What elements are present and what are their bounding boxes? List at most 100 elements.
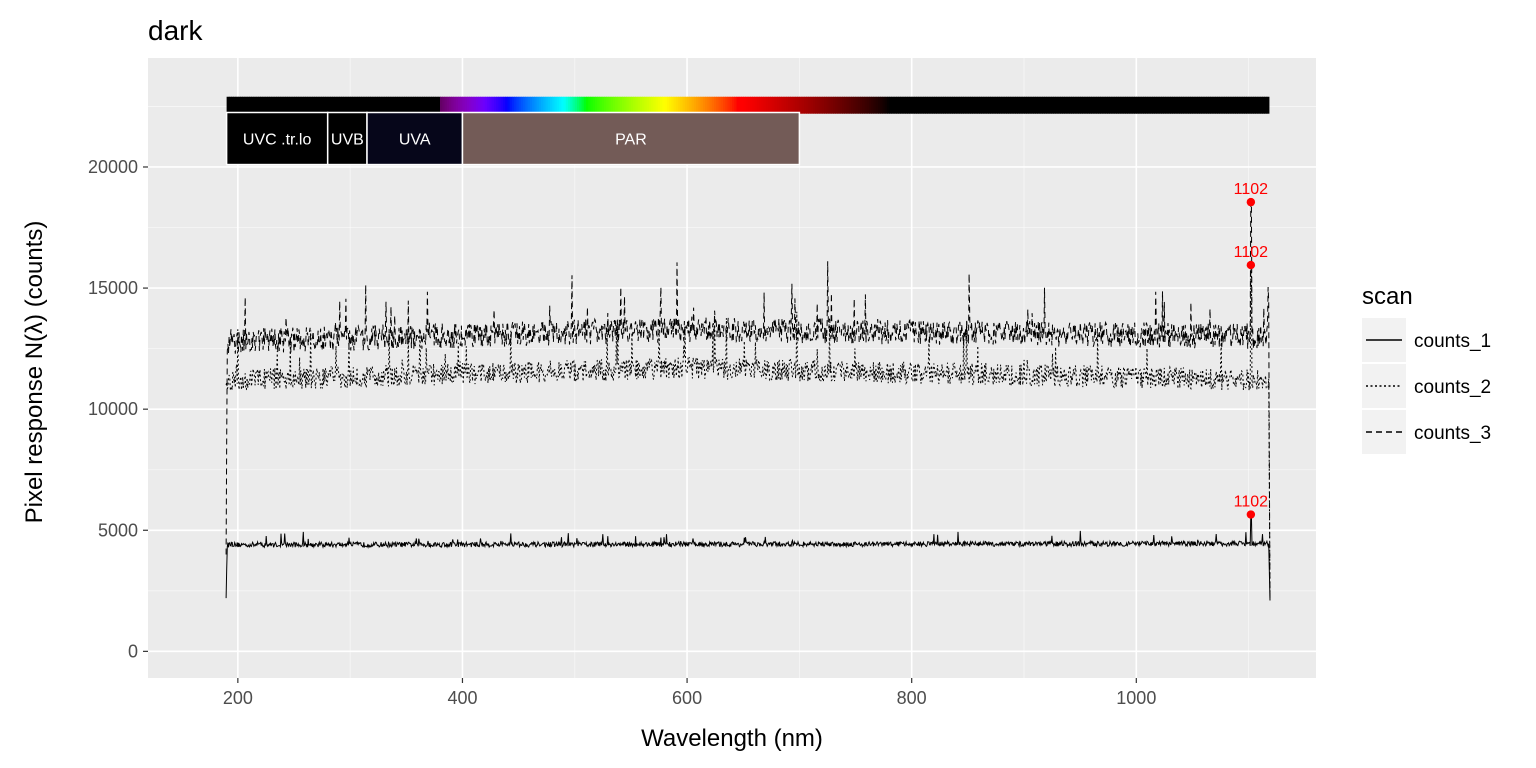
color-bar-segment: [961, 96, 964, 114]
color-bar-segment: [639, 96, 643, 114]
color-bar-segment: [911, 96, 915, 114]
color-bar-segment: [1044, 96, 1048, 114]
color-bar-segment: [1073, 96, 1077, 114]
color-bar-segment: [475, 96, 479, 114]
color-bar-segment: [1071, 96, 1075, 114]
color-bar-segment: [965, 96, 969, 114]
color-bar-segment: [484, 96, 488, 114]
color-bar-segment: [842, 96, 845, 114]
color-bar-segment: [1165, 96, 1169, 114]
color-bar-segment: [1259, 96, 1263, 114]
color-bar-segment: [327, 96, 331, 114]
color-bar-segment: [451, 96, 455, 114]
color-bar-segment: [979, 96, 982, 114]
x-tick-label: 800: [897, 688, 927, 708]
color-bar-segment: [635, 96, 639, 114]
color-bar-segment: [882, 96, 886, 114]
color-bar-segment: [1107, 96, 1110, 114]
color-bar-segment: [1082, 96, 1086, 114]
color-bar-segment: [774, 96, 778, 114]
color-bar-segment: [693, 96, 697, 114]
color-bar-segment: [725, 96, 729, 114]
color-bar-segment: [264, 96, 268, 114]
color-bar-segment: [657, 96, 661, 114]
color-bar-segment: [1093, 96, 1097, 114]
color-bar-segment: [682, 96, 686, 114]
color-bar-segment: [316, 96, 320, 114]
color-bar-segment: [956, 96, 960, 114]
color-bar-segment: [455, 96, 459, 114]
color-bar-segment: [732, 96, 735, 114]
color-bar-segment: [586, 96, 589, 114]
chart-title: dark: [148, 15, 203, 46]
color-bar-segment: [491, 96, 495, 114]
color-bar-segment: [419, 96, 423, 114]
color-bar-segment: [828, 96, 832, 114]
x-tick-label: 600: [672, 688, 702, 708]
color-bar-segment: [869, 96, 872, 114]
color-bar-segment: [435, 96, 439, 114]
x-tick-label: 400: [447, 688, 477, 708]
color-bar-segment: [983, 96, 987, 114]
color-bar-segment: [806, 96, 809, 114]
color-bar-segment: [913, 96, 917, 114]
color-bar-segment: [464, 96, 468, 114]
color-bar-segment: [1006, 96, 1009, 114]
color-bar-segment: [723, 96, 726, 114]
color-bar-segment: [949, 96, 953, 114]
color-bar-segment: [1116, 96, 1119, 114]
color-bar-segment: [617, 96, 621, 114]
color-bar-segment: [797, 96, 800, 114]
color-bar-segment: [496, 96, 499, 114]
color-bar-segment: [1203, 96, 1207, 114]
color-bar-segment: [1190, 96, 1194, 114]
color-bar-segment: [1143, 96, 1146, 114]
color-bar-segment: [289, 96, 293, 114]
color-bar-segment: [700, 96, 704, 114]
color-bar-segment: [628, 96, 632, 114]
color-bar-segment: [1026, 96, 1030, 114]
color-bar-segment: [1228, 96, 1232, 114]
color-bar-segment: [815, 96, 818, 114]
color-bar-segment: [399, 96, 403, 114]
color-bar-segment: [1035, 96, 1039, 114]
color-bar-segment: [666, 96, 670, 114]
color-bar-segment: [1077, 96, 1081, 114]
color-bar-segment: [1257, 96, 1261, 114]
color-bar-segment: [590, 96, 594, 114]
color-bar-segment: [788, 96, 791, 114]
color-bar-segment: [1163, 96, 1167, 114]
color-bar-segment: [1066, 96, 1070, 114]
color-bar-segment: [338, 96, 342, 114]
color-bar-segment: [940, 96, 944, 114]
color-bar-segment: [767, 96, 771, 114]
color-bar-segment: [765, 96, 769, 114]
color-bar-segment: [565, 96, 569, 114]
color-bar-segment: [1001, 96, 1005, 114]
color-bar-segment: [287, 96, 291, 114]
color-bar-segment: [577, 96, 580, 114]
color-bar-segment: [1244, 96, 1247, 114]
color-bar-segment: [242, 96, 246, 114]
color-bar-segment: [772, 96, 776, 114]
color-bar-segment: [1048, 96, 1052, 114]
color-bar-segment: [900, 96, 904, 114]
color-bar-segment: [803, 96, 807, 114]
color-bar-segment: [262, 96, 266, 114]
color-bar-segment: [559, 96, 562, 114]
y-axis-title: Pixel response N(λ) (counts): [21, 221, 48, 524]
color-bar-segment: [460, 96, 464, 114]
color-bar-segment: [812, 96, 816, 114]
color-bar-segment: [502, 96, 506, 114]
color-bar-segment: [579, 96, 583, 114]
color-bar-segment: [368, 96, 371, 114]
color-bar-segment: [651, 96, 654, 114]
color-bar-segment: [904, 96, 908, 114]
color-bar-segment: [1201, 96, 1205, 114]
color-bar-segment: [307, 96, 311, 114]
color-bar-segment: [819, 96, 823, 114]
waveband-boxes: UVC .tr.lo UVB UVA PAR: [225, 111, 801, 166]
color-bar-segment: [1264, 96, 1268, 114]
color-bar-segment: [1019, 96, 1023, 114]
color-bar-segment: [603, 96, 607, 114]
